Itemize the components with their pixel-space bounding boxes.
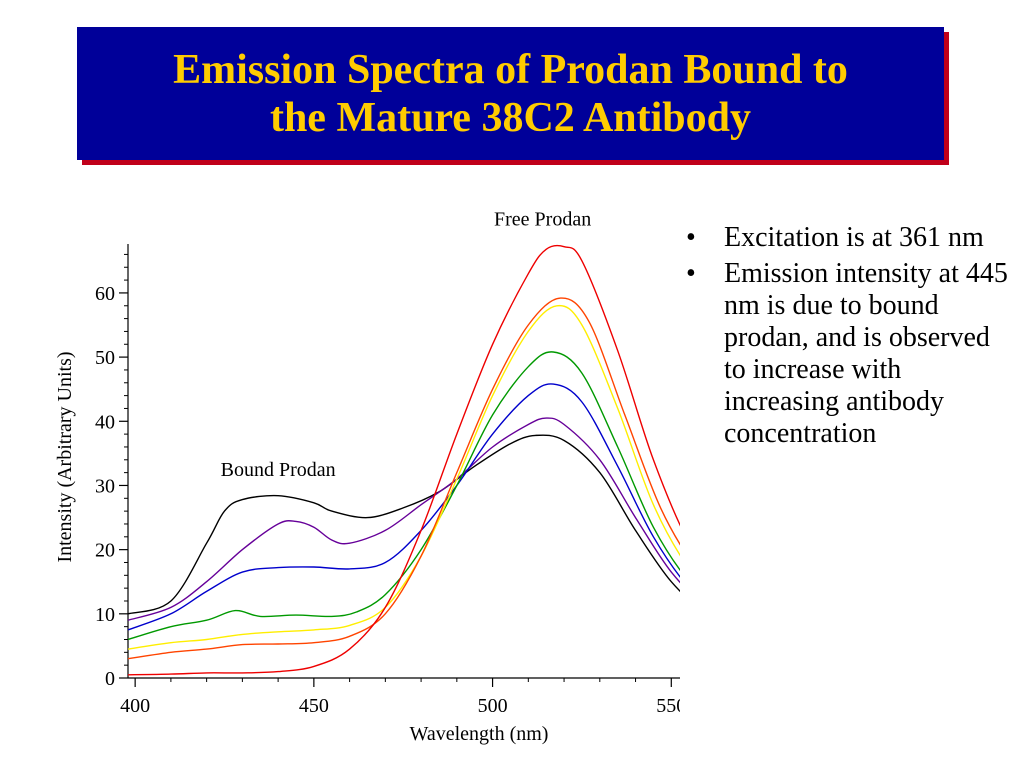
chart-annotation: Free Prodan: [494, 209, 591, 231]
series-line: [127, 351, 680, 641]
series-line: [127, 417, 680, 621]
series-line: [127, 383, 680, 631]
y-tick-label: 60: [95, 283, 115, 305]
bullet-list: • Excitation is at 361 nm • Emission int…: [680, 222, 1010, 454]
bullet-marker: •: [686, 222, 696, 253]
bullet-item: • Emission intensity at 445 nm is due to…: [680, 258, 1010, 450]
y-tick-label: 50: [95, 347, 115, 369]
chart-labels: 0102030405060400450500550600Wavelength (…: [54, 209, 680, 745]
x-axis-title: Wavelength (nm): [410, 723, 549, 745]
y-tick-label: 30: [95, 475, 115, 497]
y-tick-label: 40: [95, 411, 115, 433]
y-tick-label: 0: [105, 668, 115, 690]
x-tick-label: 400: [120, 695, 150, 717]
x-tick-label: 550: [656, 695, 680, 717]
series-line: [127, 434, 680, 615]
bullet-item: • Excitation is at 361 nm: [680, 222, 1010, 254]
chart-annotation: Bound Prodan: [221, 459, 336, 481]
title-line-2: the Mature 38C2 Antibody: [269, 94, 752, 141]
series-line: [127, 297, 680, 660]
emission-spectra-chart: 0102030405060400450500550600Wavelength (…: [54, 209, 680, 745]
series-line: [127, 244, 680, 676]
bullet-text: Excitation is at 361 nm: [724, 222, 984, 253]
bullet-marker: •: [686, 258, 696, 289]
x-tick-label: 450: [299, 695, 329, 717]
series-line: [127, 304, 680, 650]
title-line-1: Emission Spectra of Prodan Bound to: [173, 46, 848, 93]
bullet-text: Emission intensity at 445 nm is due to b…: [724, 258, 1008, 449]
y-axis-title: Intensity (Arbitrary Units): [54, 351, 76, 562]
y-tick-label: 10: [95, 604, 115, 626]
y-tick-label: 20: [95, 540, 115, 562]
chart-axes: [119, 244, 680, 687]
x-tick-label: 500: [478, 695, 508, 717]
title-banner: Emission Spectra of Prodan Bound to the …: [77, 27, 944, 160]
chart-series: [127, 244, 680, 676]
